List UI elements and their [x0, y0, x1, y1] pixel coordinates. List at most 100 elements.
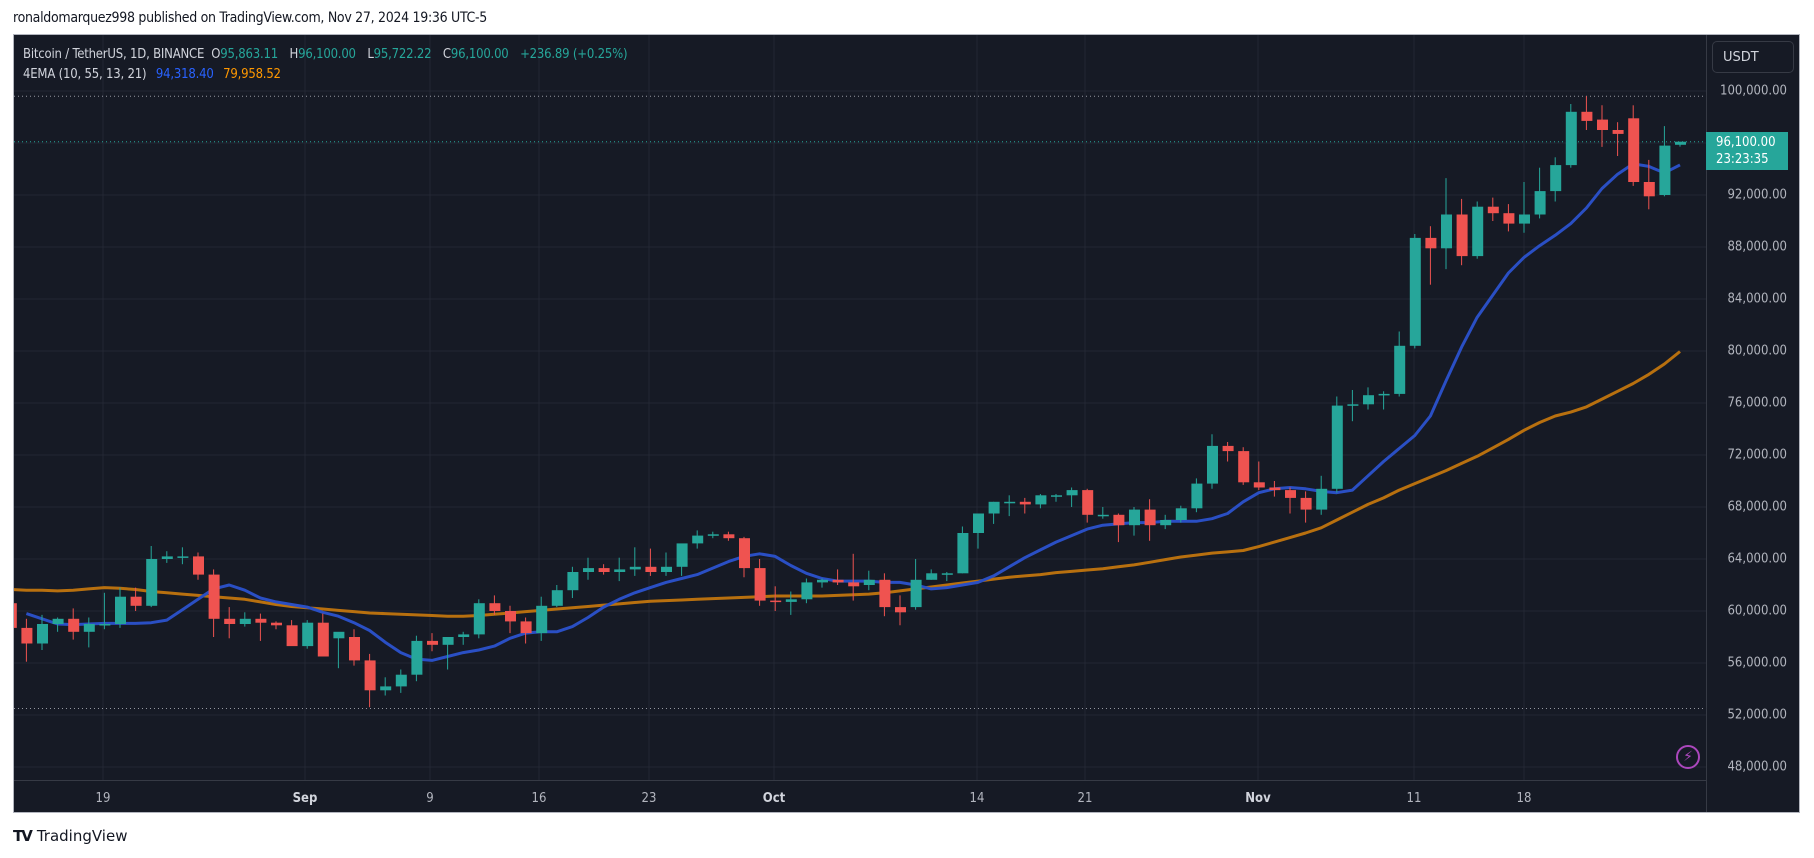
candle-up — [302, 622, 314, 647]
candle-up — [1035, 495, 1047, 505]
time-tick-label: Sep — [292, 791, 318, 806]
last-price-value: 96,100.00 — [1716, 134, 1776, 150]
price-tick-label: 100,000.00 — [1720, 83, 1787, 99]
time-tick-label: 21 — [1077, 791, 1093, 806]
tradingview-brand[interactable]: TV TradingView — [13, 827, 127, 845]
open-label: O — [211, 47, 221, 62]
candle-up — [1565, 111, 1577, 166]
candle-down — [286, 625, 298, 647]
high-value: 96,100.00 — [298, 47, 356, 62]
candle-up — [536, 605, 548, 634]
candle-down — [1503, 213, 1515, 224]
candle-up — [395, 674, 407, 687]
candle-down — [255, 618, 267, 623]
candle-down — [1222, 445, 1234, 452]
candle-down — [754, 568, 766, 601]
price-tick-label: 76,000.00 — [1727, 395, 1787, 411]
candle-down — [208, 574, 220, 619]
candle-down — [723, 534, 735, 539]
candle-up — [863, 579, 875, 585]
time-tick-label: 9 — [426, 791, 434, 806]
candle-up — [661, 566, 672, 572]
candle-up — [692, 535, 704, 544]
price-tick-label: 68,000.00 — [1727, 499, 1787, 515]
candle-up — [785, 599, 797, 602]
candle-down — [1238, 451, 1250, 483]
candle-up — [707, 534, 719, 536]
price-tick-label: 72,000.00 — [1727, 447, 1787, 463]
candle-down — [489, 603, 501, 611]
price-tick-label: 52,000.00 — [1727, 707, 1787, 723]
candle-down — [1113, 514, 1125, 526]
open-value: 95,863.11 — [220, 47, 278, 62]
candle-down — [832, 579, 844, 583]
candle-up — [801, 582, 813, 600]
indicator-title[interactable]: 4EMA (10, 55, 13, 21) — [23, 67, 147, 82]
ema-slow-line — [14, 350, 1681, 618]
candle-up — [583, 568, 594, 572]
high-label: H — [289, 47, 299, 62]
candle-down — [349, 637, 360, 661]
candle-up — [567, 572, 579, 591]
price-tick-label: 84,000.00 — [1727, 291, 1787, 307]
price-tick-label: 64,000.00 — [1727, 551, 1787, 567]
candle-up — [1534, 191, 1546, 215]
candle-down — [1253, 482, 1265, 488]
candle-up — [37, 624, 48, 644]
candle-down — [1643, 182, 1655, 197]
candle-down — [271, 622, 282, 626]
chart-frame: Bitcoin / TetherUS, 1D, BINANCE O95,863.… — [13, 34, 1800, 813]
candle-up — [1378, 393, 1390, 396]
candle-up — [99, 624, 111, 626]
candle-down — [14, 603, 17, 628]
candle-up — [1441, 214, 1452, 249]
published-by-line: ronaldomarquez998 published on TradingVi… — [13, 10, 487, 26]
candle-up — [1363, 395, 1374, 405]
time-tick-label: 18 — [1516, 791, 1532, 806]
time-tick-label: Nov — [1245, 791, 1271, 806]
candle-up — [52, 618, 64, 624]
time-tick-label: 14 — [969, 791, 985, 806]
candle-up — [1347, 404, 1359, 406]
candle-up — [115, 596, 126, 624]
candle-down — [520, 621, 532, 634]
candle-up — [1160, 520, 1172, 526]
price-axis[interactable]: USDT 100,000.00 92,000.00 88,000.00 84,000.… — [1706, 35, 1799, 812]
candle-up — [1191, 483, 1203, 509]
price-tick-label: 92,000.00 — [1727, 187, 1787, 203]
legend-symbol-row: Bitcoin / TetherUS, 1D, BINANCE O95,863.… — [23, 45, 635, 65]
candle-up — [1472, 206, 1484, 257]
candle-down — [1628, 118, 1640, 182]
ema-fast-value: 94,318.40 — [155, 67, 214, 82]
candle-down — [879, 579, 891, 608]
candle-up — [442, 637, 454, 645]
symbol-title[interactable]: Bitcoin / TetherUS, 1D, BINANCE — [23, 47, 205, 62]
lightning-bolt-icon[interactable]: ⚡ — [1676, 745, 1700, 769]
candle-up — [1394, 345, 1406, 394]
candle-up — [411, 640, 423, 675]
candle-up — [1409, 237, 1421, 346]
candle-up — [1550, 165, 1562, 192]
time-tick-label: Oct — [762, 791, 786, 806]
price-tick-label: 80,000.00 — [1727, 343, 1787, 359]
candle-up — [1066, 490, 1078, 496]
price-tick-label: 48,000.00 — [1727, 759, 1787, 775]
candle-up — [458, 634, 470, 637]
close-label: C — [442, 47, 451, 62]
candle-up — [957, 533, 969, 574]
candle-down — [317, 622, 329, 657]
time-axis[interactable]: 19 Sep 9 16 23 Oct 14 21 Nov 11 18 — [14, 780, 1706, 812]
candle-down — [895, 607, 906, 613]
candle-up — [973, 513, 984, 533]
candle-up — [1316, 488, 1328, 510]
candle-up — [676, 543, 688, 567]
candle-down — [364, 660, 376, 691]
chart-plot-area[interactable]: Bitcoin / TetherUS, 1D, BINANCE O95,863.… — [14, 35, 1706, 780]
candle-down — [68, 618, 80, 632]
low-value: 95,722.22 — [373, 47, 432, 62]
price-tick-label: 88,000.00 — [1727, 239, 1787, 255]
price-tick-label: 60,000.00 — [1727, 603, 1787, 619]
time-tick-label: 11 — [1406, 791, 1422, 806]
currency-button[interactable]: USDT — [1712, 41, 1794, 73]
candle-down — [1612, 130, 1624, 134]
